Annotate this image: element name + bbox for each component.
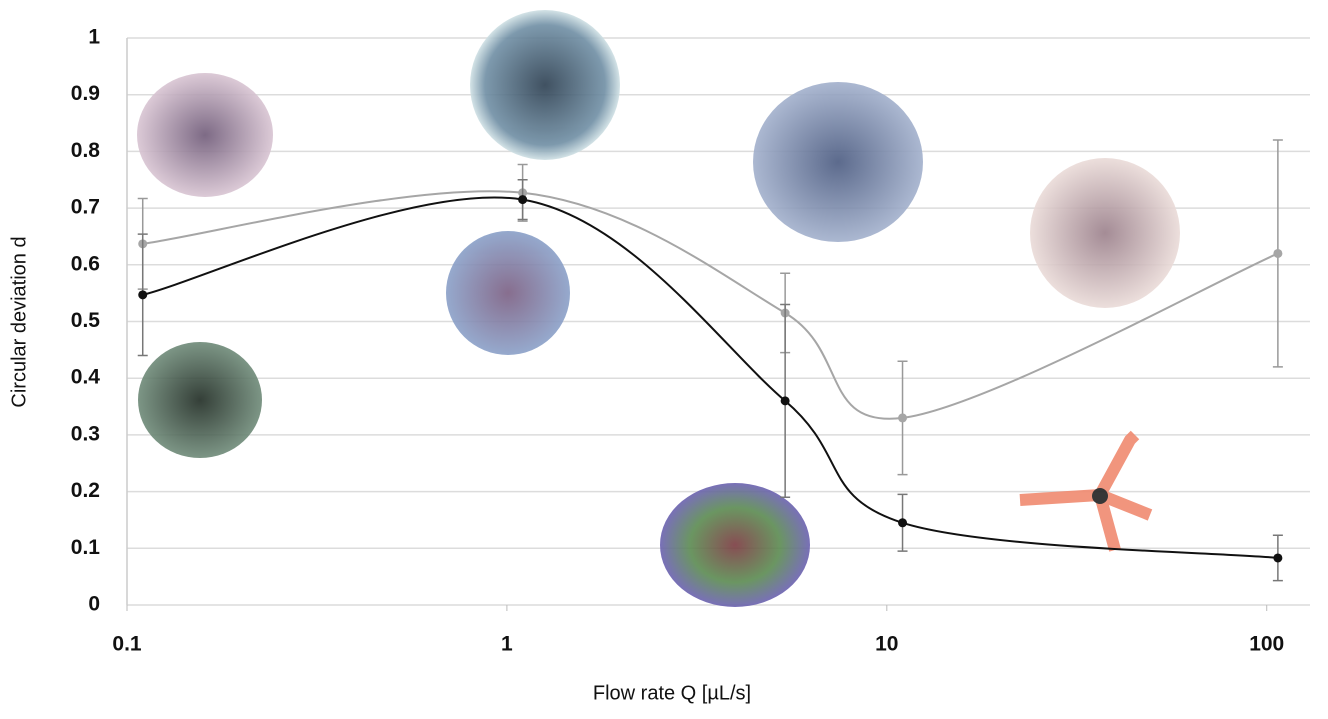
y-tick-label: 1: [88, 26, 100, 49]
y-tick-label: 0.2: [71, 479, 100, 502]
pattern-image: [1092, 488, 1108, 504]
pattern-image: [1030, 158, 1180, 308]
y-tick-label: 0.9: [71, 82, 100, 105]
y-tick-label: 0.6: [71, 252, 100, 275]
x-tick-label: 1: [501, 633, 513, 656]
pattern-image: [137, 73, 273, 197]
x-axis-title: Flow rate Q [µL/s]: [593, 682, 751, 704]
pattern-image: [753, 82, 923, 242]
y-tick-label: 0.8: [71, 139, 101, 162]
pattern-image: [446, 231, 570, 355]
pattern-image: [138, 342, 262, 458]
data-point: [1273, 553, 1283, 563]
pattern-images: [137, 10, 1180, 607]
y-tick-label: 0.5: [71, 309, 101, 332]
y-axis-title: Circular deviation d: [8, 236, 30, 407]
data-point: [898, 413, 908, 423]
series-line: [142, 196, 1278, 559]
y-tick-label: 0.1: [71, 536, 101, 559]
y-tick-label: 0: [88, 593, 100, 616]
y-tick-label: 0.3: [71, 422, 100, 445]
data-point: [780, 396, 790, 406]
pattern-image: [660, 483, 810, 607]
y-tick-label: 0.7: [71, 196, 100, 219]
data-layer: [137, 139, 1283, 582]
data-point: [518, 195, 528, 205]
y-tick-label: 0.4: [71, 366, 101, 389]
pattern-image: [1019, 430, 1153, 552]
data-point: [898, 518, 908, 528]
pattern-image: [470, 10, 620, 160]
x-tick-label: 10: [875, 633, 898, 656]
plot-area: 0 0.1 0.2 0.3 0.4 0.5 0.6 0.7 0.8 0.9 1 0.1 1 10 100: [71, 26, 1310, 656]
x-tick-label: 0.1: [112, 633, 142, 656]
data-point: [138, 290, 148, 300]
data-point: [1273, 248, 1283, 258]
x-tick-label: 100: [1249, 633, 1284, 656]
